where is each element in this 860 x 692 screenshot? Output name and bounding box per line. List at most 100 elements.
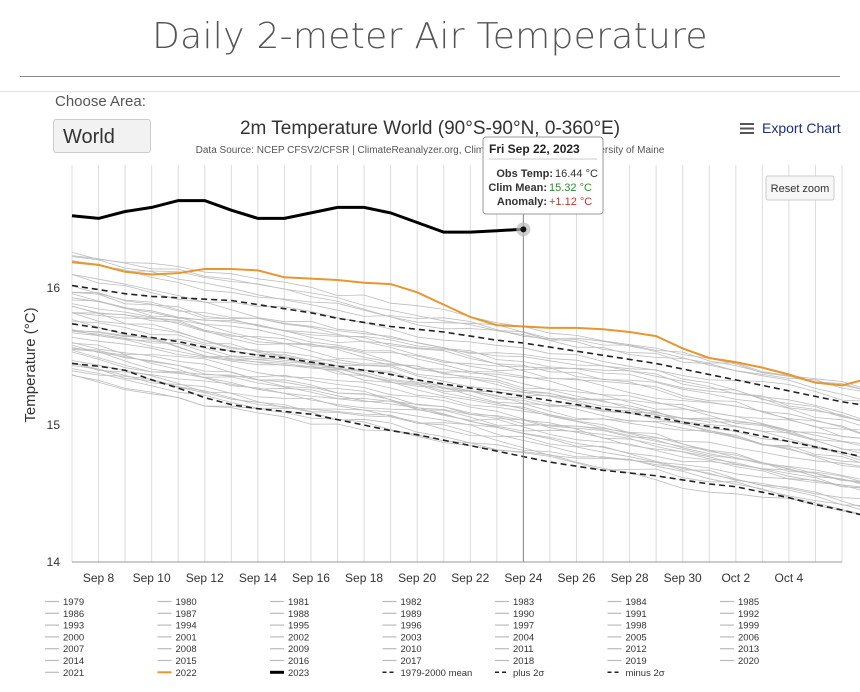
legend-label: 1987 [176,609,197,620]
background-year-line [71,291,860,431]
legend-item[interactable]: 1987 [157,609,197,620]
legend-item[interactable]: 1988 [270,609,309,620]
x-tick-label: Sep 22 [451,571,489,585]
legend-label: 2014 [63,656,84,667]
series-2022-line [71,261,860,387]
legend-item[interactable]: 2020 [720,656,759,667]
legend-label: 2011 [513,644,533,655]
legend-item[interactable]: 1979 [45,597,84,608]
background-year-line [71,297,860,421]
legend-label: 1982 [401,597,422,608]
legend-item[interactable]: 2002 [270,632,309,643]
x-tick-label: Sep 10 [133,571,171,585]
highlight-lines [71,165,860,562]
legend-item[interactable]: 1981 [270,597,309,608]
legend-item[interactable]: 2009 [270,644,309,655]
tooltip-clim-label: Clim Mean: [488,182,547,194]
y-axis-label: Temperature (°C) [22,307,39,422]
legend-item[interactable]: 2004 [495,632,534,643]
legend-label: 2012 [626,644,647,655]
x-tick-label: Sep 16 [292,571,330,585]
legend-item[interactable]: 1979-2000 mean [382,668,473,679]
legend-label: 1980 [176,597,197,608]
background-year-line [71,285,860,422]
area-select[interactable]: World [53,119,151,153]
area-label: Choose Area: [55,93,146,110]
legend-item[interactable]: 1991 [607,609,647,620]
legend-label: 1999 [738,621,759,632]
legend-item[interactable]: 1998 [607,621,647,632]
legend-label: minus 2σ [626,668,665,679]
export-chart-button[interactable]: Export Chart [740,120,841,136]
x-tick-label: Sep 30 [664,571,702,585]
legend-item[interactable]: 1986 [45,609,84,620]
legend-item[interactable]: 1990 [495,609,534,620]
legend-item[interactable]: 1989 [382,609,422,620]
background-year-line [71,329,860,463]
legend-label: 1992 [738,609,759,620]
legend-item[interactable]: 1993 [45,621,84,632]
section-divider [0,91,860,92]
legend-item[interactable]: 1983 [495,597,534,608]
legend-label: 1991 [626,609,647,620]
legend-item[interactable]: 2000 [45,632,84,643]
x-tick-label: Sep 8 [83,571,115,585]
legend-item[interactable]: 2019 [607,656,647,667]
legend-item[interactable]: 1985 [720,597,759,608]
legend-item[interactable]: 2015 [157,656,197,667]
legend-item[interactable]: 2018 [495,656,534,667]
x-tick-label: Sep 18 [345,571,383,585]
background-year-line [71,320,860,446]
legend-item[interactable]: 2022 [157,668,197,679]
legend-item[interactable]: 2017 [382,656,422,667]
legend-item[interactable]: 2011 [495,644,533,655]
legend-item[interactable]: 2003 [382,632,422,643]
legend-item[interactable]: 2005 [607,632,647,643]
legend-item[interactable]: 1984 [607,597,647,608]
legend-label: 1990 [513,609,534,620]
legend-item[interactable]: 2012 [607,644,647,655]
legend-item[interactable]: 2021 [45,668,84,679]
series-2023-line [71,199,524,234]
legend-label: 1993 [63,621,84,632]
legend-item[interactable]: 2008 [157,644,197,655]
background-year-line [71,342,860,488]
legend-item[interactable]: 2010 [382,644,422,655]
legend-item[interactable]: plus 2σ [495,668,544,679]
x-tick-label: Sep 24 [504,571,542,585]
x-tick-label: Oct 4 [775,571,804,585]
legend-label: 2008 [176,644,197,655]
legend-item[interactable]: 2014 [45,656,84,667]
background-year-line [71,365,860,515]
legend-item[interactable]: 1982 [382,597,422,608]
legend-label: 1988 [288,609,309,620]
legend-item[interactable]: 1980 [157,597,197,608]
chart-title: 2m Temperature World (90°S-90°N, 0-360°E… [240,118,620,139]
reset-zoom-button[interactable]: Reset zoom [765,175,835,201]
legend-item[interactable]: 1995 [270,621,309,632]
legend-label: 2009 [288,644,309,655]
legend-item[interactable]: 2016 [270,656,309,667]
background-year-line [71,360,860,489]
legend-item[interactable]: 2001 [157,632,197,643]
legend-label: 1995 [288,621,309,632]
legend-item[interactable]: 2023 [270,668,309,679]
legend-item[interactable]: 1997 [495,621,534,632]
legend-item[interactable]: 2007 [45,644,84,655]
legend-item[interactable]: 1999 [720,621,759,632]
legend-item[interactable]: 1996 [382,621,422,632]
legend-label: 2006 [738,632,759,643]
menu-icon [740,122,754,134]
y-tick-label: 16 [47,281,61,295]
legend-item[interactable]: minus 2σ [607,668,665,679]
export-chart-label: Export Chart [762,120,841,136]
x-tick-label: Sep 14 [239,571,277,585]
legend-label: 2013 [738,644,759,655]
legend-item[interactable]: 1992 [720,609,759,620]
background-year-line [71,362,860,499]
legend-item[interactable]: 1994 [157,621,197,632]
tooltip-anomaly-label: Anomaly: [497,196,547,208]
tooltip-clim-value: 15.32 °C [549,182,592,194]
legend-item[interactable]: 2013 [720,644,759,655]
legend-item[interactable]: 2006 [720,632,759,643]
